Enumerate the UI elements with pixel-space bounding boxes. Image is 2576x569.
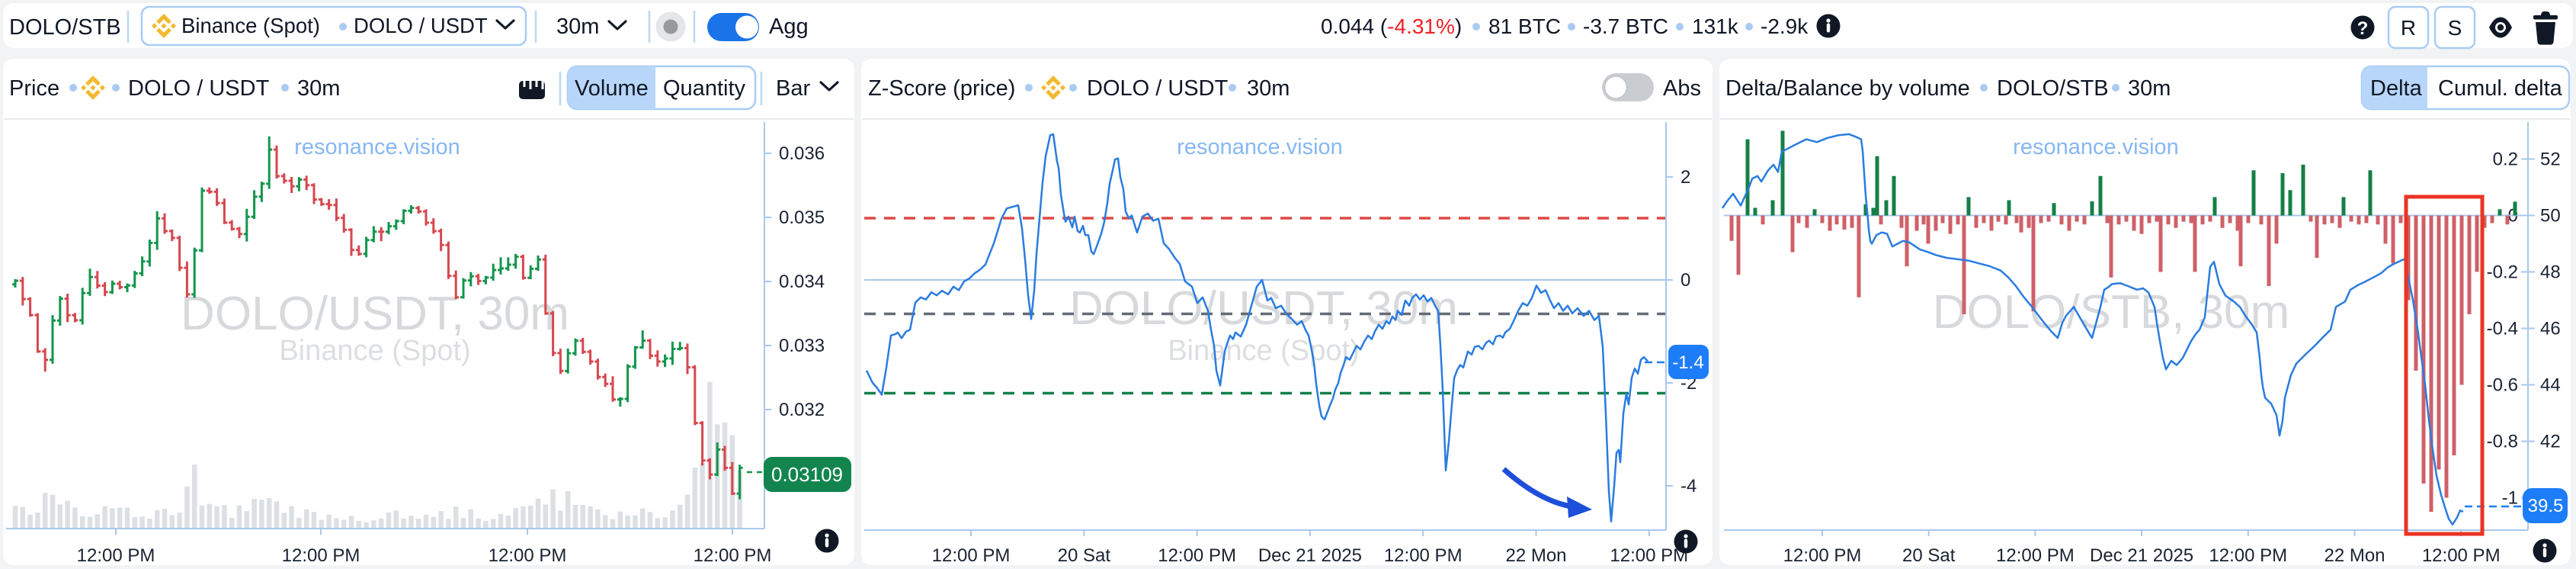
svg-text:20 Sat: 20 Sat (1058, 545, 1111, 564)
svg-text:Abs: Abs (1663, 76, 1701, 101)
svg-text:Quantity: Quantity (663, 76, 745, 101)
svg-text:0.032: 0.032 (779, 400, 825, 420)
svg-text:-3.7 BTC: -3.7 BTC (1583, 14, 1668, 38)
svg-text:0.044 (-4.31%): 0.044 (-4.31%) (1321, 14, 1462, 38)
svg-text:0.03109: 0.03109 (771, 463, 843, 486)
svg-text:22 Mon: 22 Mon (2324, 545, 2385, 564)
svg-text:resonance.vision: resonance.vision (2013, 135, 2179, 159)
svg-text:0.035: 0.035 (779, 207, 825, 228)
svg-text:-4: -4 (1680, 476, 1697, 497)
svg-text:12:00 PM: 12:00 PM (489, 545, 567, 564)
svg-text:48: 48 (2540, 262, 2561, 283)
svg-text:Delta/Balance by volume: Delta/Balance by volume (1725, 76, 1970, 101)
svg-text:Volume: Volume (575, 76, 649, 101)
svg-text:DOLO/STB: DOLO/STB (1997, 76, 2109, 101)
svg-text:44: 44 (2540, 375, 2561, 396)
svg-text:Agg: Agg (769, 14, 809, 39)
svg-text:46: 46 (2540, 319, 2561, 339)
svg-text:DOLO / USDT: DOLO / USDT (1087, 76, 1229, 101)
svg-text:Binance (Spot): Binance (Spot) (1168, 335, 1359, 367)
svg-text:Cumul. delta: Cumul. delta (2438, 76, 2563, 101)
svg-text:12:00 PM: 12:00 PM (1158, 545, 1236, 564)
svg-text:131k: 131k (1692, 14, 1739, 38)
svg-text:Dec 21 2025: Dec 21 2025 (1258, 545, 1362, 564)
svg-text:Dec 21 2025: Dec 21 2025 (2090, 545, 2193, 564)
svg-text:-2.9k: -2.9k (1761, 14, 1809, 38)
svg-text:30m: 30m (1247, 76, 1290, 101)
svg-text:Bar: Bar (776, 76, 810, 101)
svg-text:12:00 PM: 12:00 PM (2209, 545, 2287, 564)
svg-text:-0.2: -0.2 (2487, 262, 2518, 283)
svg-text:-0.4: -0.4 (2487, 319, 2518, 339)
svg-text:12:00 PM: 12:00 PM (1610, 545, 1688, 564)
svg-text:52: 52 (2540, 149, 2561, 170)
svg-text:12:00 PM: 12:00 PM (2422, 545, 2501, 564)
svg-text:12:00 PM: 12:00 PM (694, 545, 772, 564)
svg-text:Z-Score (price): Z-Score (price) (868, 76, 1015, 101)
svg-text:Price: Price (9, 76, 59, 101)
svg-text:20 Sat: 20 Sat (1902, 545, 1956, 564)
svg-text:0.2: 0.2 (2493, 149, 2518, 170)
svg-text:?: ? (2357, 18, 2369, 39)
svg-text:-1.4: -1.4 (1672, 352, 1703, 373)
svg-text:DOLO / USDT: DOLO / USDT (128, 76, 270, 101)
svg-text:12:00 PM: 12:00 PM (282, 545, 360, 564)
svg-text:resonance.vision: resonance.vision (1177, 135, 1343, 159)
svg-text:50: 50 (2540, 206, 2561, 227)
svg-text:30m: 30m (556, 14, 599, 39)
svg-text:30m: 30m (2128, 76, 2171, 101)
svg-text:DOLO/STB: DOLO/STB (9, 15, 121, 40)
svg-text:R: R (2401, 16, 2416, 40)
svg-text:0: 0 (1680, 270, 1690, 291)
svg-text:DOLO/USDT, 30m: DOLO/USDT, 30m (181, 288, 569, 340)
svg-text:42: 42 (2540, 432, 2561, 452)
svg-text:81 BTC: 81 BTC (1488, 14, 1561, 38)
svg-text:DOLO/STB, 30m: DOLO/STB, 30m (1933, 286, 2290, 339)
svg-text:resonance.vision: resonance.vision (294, 135, 460, 159)
svg-text:12:00 PM: 12:00 PM (1783, 545, 1862, 564)
svg-text:12:00 PM: 12:00 PM (1384, 545, 1463, 564)
svg-text:-0.8: -0.8 (2487, 432, 2518, 452)
svg-text:0.034: 0.034 (779, 272, 825, 292)
svg-text:-0.6: -0.6 (2487, 375, 2518, 396)
svg-text:12:00 PM: 12:00 PM (1996, 545, 2075, 564)
svg-text:22 Mon: 22 Mon (1505, 545, 1566, 564)
svg-text:30m: 30m (297, 76, 340, 101)
svg-text:DOLO / USDT: DOLO / USDT (354, 14, 488, 37)
svg-text:-1: -1 (2502, 488, 2518, 509)
svg-text:39.5: 39.5 (2528, 496, 2564, 516)
svg-text:Binance (Spot): Binance (Spot) (181, 14, 320, 37)
svg-text:0.033: 0.033 (779, 336, 825, 356)
svg-text:2: 2 (1680, 167, 1690, 188)
svg-text:Delta: Delta (2370, 76, 2423, 101)
svg-text:Binance (Spot): Binance (Spot) (279, 335, 470, 367)
svg-text:12:00 PM: 12:00 PM (77, 545, 155, 564)
svg-text:12:00 PM: 12:00 PM (932, 545, 1011, 564)
svg-text:0.036: 0.036 (779, 143, 825, 164)
svg-text:DOLO/USDT, 30m: DOLO/USDT, 30m (1069, 282, 1458, 335)
svg-text:S: S (2448, 16, 2462, 40)
